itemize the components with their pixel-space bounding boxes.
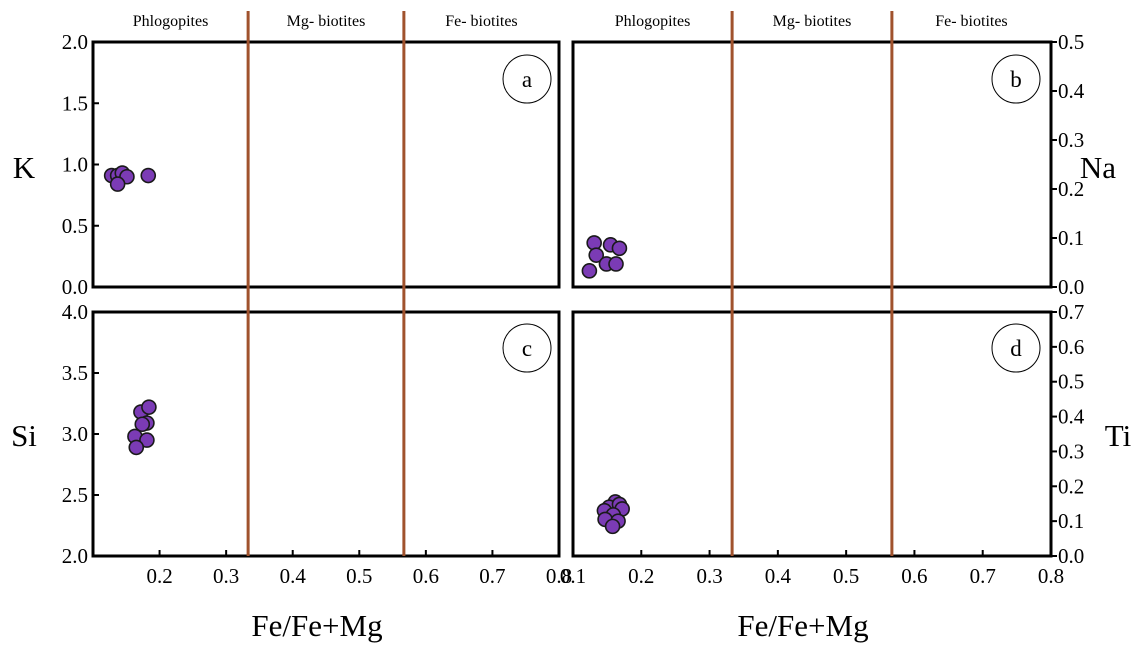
panel-c-ytick-label: 3.0	[62, 422, 88, 446]
panel-c-ytick-label: 3.5	[62, 361, 88, 385]
panel-d-ytick-label: 0.0	[1058, 544, 1084, 568]
panel-c-ytick-label: 2.5	[62, 483, 88, 507]
panel-b-ytick-label: 0.0	[1058, 275, 1084, 299]
panel-b-data-point	[608, 256, 624, 272]
panel-d-xlabel: Fe/Fe+Mg	[737, 608, 868, 643]
panel-d-data-point	[604, 518, 621, 535]
panel-d-ytick-label: 0.2	[1058, 474, 1084, 498]
panel-b-data-point	[581, 263, 598, 279]
panel-d-xtick-label: 0.3	[696, 564, 722, 588]
panel-d-ytick-label: 0.1	[1058, 509, 1084, 533]
panel-b-ytick-label: 0.4	[1058, 79, 1085, 103]
panel-c-data-point	[128, 439, 145, 456]
panel-c-xtick-label: 0.6	[413, 564, 439, 588]
panel-a-ylabel: K	[13, 150, 36, 185]
panel-d-ytick-label: 0.7	[1058, 300, 1084, 324]
panel-b-ytick-label: 0.2	[1058, 177, 1084, 201]
panel-b-ytick-label: 0.5	[1058, 30, 1084, 54]
panel-b-ytick-label: 0.1	[1058, 226, 1084, 250]
panel-c-ytick-label: 2.0	[62, 544, 88, 568]
panel-c-data-point	[141, 399, 157, 415]
panel-a-ytick-label: 2.0	[62, 30, 88, 54]
panel-d-xtick-label: 0.2	[628, 564, 654, 588]
panel-d-ytick-label: 0.4	[1058, 405, 1085, 429]
panel-c-xtick-label: 0.2	[146, 564, 172, 588]
panel-b-letter: b	[1010, 67, 1022, 92]
panel-a-data-point	[140, 167, 157, 184]
panel-a-frame	[91, 40, 561, 289]
panel-d-ytick-label: 0.6	[1058, 335, 1084, 359]
panel-c-xlabel: Fe/Fe+Mg	[251, 608, 382, 643]
panel-c-xtick-label: 0.5	[346, 564, 372, 588]
panel-c-ytick-label: 4.0	[62, 300, 88, 324]
panel-d-xtick-label: 0.1	[560, 564, 586, 588]
panel-b-frame	[571, 40, 1053, 289]
panel-c-xtick-label: 0.7	[479, 564, 505, 588]
panel-d-xtick-label: 0.8	[1038, 564, 1064, 588]
panel-c-letter-circle	[502, 323, 552, 373]
panel-c-data-point	[134, 416, 151, 433]
panel-b-region-label: Phlogopites	[615, 13, 691, 30]
panel-a-letter-circle	[502, 54, 552, 104]
panel-c-xtick-label: 0.8	[546, 564, 572, 588]
panel-b-letter-circle	[991, 54, 1041, 104]
panel-b-ytick-label: 0.3	[1058, 128, 1084, 152]
panel-d-xtick-label: 0.7	[970, 564, 996, 588]
panel-a-ytick-label: 0.5	[62, 214, 88, 238]
panel-c-ylabel: Si	[11, 418, 37, 453]
panel-d-ylabel: Ti	[1105, 418, 1132, 453]
panel-a-data-point	[109, 176, 126, 192]
panel-b-region-label: Fe- biotites	[935, 13, 1007, 30]
panel-a-ytick-label: 1.5	[62, 91, 88, 115]
panel-d-xtick-label: 0.4	[765, 564, 792, 588]
panel-d-ytick-label: 0.5	[1058, 370, 1084, 394]
panel-b-region-label: Mg- biotites	[773, 13, 852, 30]
panel-b-ylabel: Na	[1080, 150, 1116, 185]
panel-d-letter: d	[1010, 336, 1022, 361]
panel-b-data-point	[588, 247, 605, 263]
panel-d-xtick-label: 0.6	[901, 564, 927, 588]
panel-a-region-label: Phlogopites	[133, 13, 209, 30]
panel-a-ytick-label: 0.0	[62, 275, 88, 299]
panel-c-data-point	[139, 432, 155, 448]
panel-c-xtick-label: 0.4	[280, 564, 307, 588]
panel-d-letter-circle	[991, 323, 1041, 373]
panel-a-region-label: Mg- biotites	[287, 13, 366, 30]
panel-a-letter: a	[522, 67, 532, 92]
panel-c-frame	[91, 310, 561, 558]
panel-d-frame	[571, 310, 1053, 558]
panel-a-ytick-label: 1.0	[62, 153, 88, 177]
panel-a-region-label: Fe- biotites	[445, 13, 517, 30]
panel-d-xtick-label: 0.5	[833, 564, 859, 588]
panel-d-ytick-label: 0.3	[1058, 439, 1084, 463]
panel-c-xtick-label: 0.3	[213, 564, 239, 588]
panel-c-letter: c	[522, 336, 532, 361]
panel-b-data-point	[611, 240, 628, 257]
